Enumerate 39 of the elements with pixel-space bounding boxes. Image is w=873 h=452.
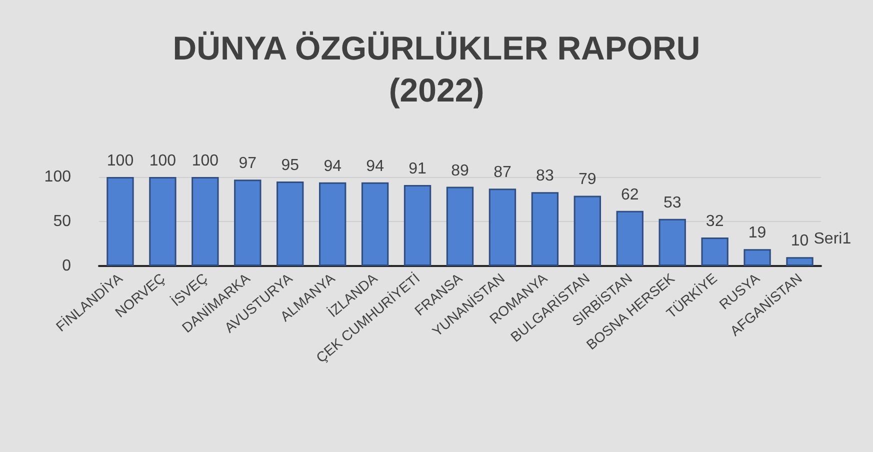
- data-label: 95: [281, 156, 300, 174]
- bar: [531, 192, 559, 266]
- data-label: 100: [192, 152, 219, 170]
- bar: [234, 180, 262, 266]
- data-label: 97: [238, 155, 257, 172]
- bar: [446, 186, 474, 266]
- bar: [404, 185, 432, 266]
- data-label: 94: [324, 158, 342, 175]
- bar: [488, 188, 516, 266]
- bar: [319, 182, 346, 266]
- bar: [616, 210, 644, 266]
- y-tick-label: 100: [44, 168, 72, 186]
- bar: [361, 182, 389, 266]
- series-label: Seri1: [814, 230, 852, 248]
- data-label: 94: [366, 158, 384, 175]
- bar: [744, 249, 771, 266]
- bar: [106, 177, 134, 266]
- bar: [658, 218, 686, 266]
- bar: [574, 196, 601, 266]
- data-label: 100: [106, 152, 134, 170]
- data-label: 91: [408, 160, 427, 178]
- data-label: 53: [663, 194, 682, 212]
- data-label: 10: [790, 232, 809, 250]
- data-label: 79: [578, 171, 596, 188]
- data-label: 89: [451, 162, 469, 180]
- bar: [149, 177, 176, 266]
- bar: [276, 181, 304, 266]
- data-label: 32: [706, 213, 724, 230]
- y-tick-label: 0: [62, 258, 72, 274]
- data-label: 87: [494, 164, 512, 182]
- bar: [192, 177, 219, 266]
- bar: [701, 238, 728, 266]
- chart-title: DÜNYA ÖZGÜRLÜKLER RAPORU (2022): [172, 30, 700, 108]
- data-label: 83: [536, 168, 554, 185]
- bar: [786, 257, 814, 266]
- y-tick-label: 50: [53, 213, 72, 230]
- data-label: 19: [748, 224, 766, 242]
- data-label: 100: [149, 152, 176, 170]
- data-label: 62: [620, 186, 639, 204]
